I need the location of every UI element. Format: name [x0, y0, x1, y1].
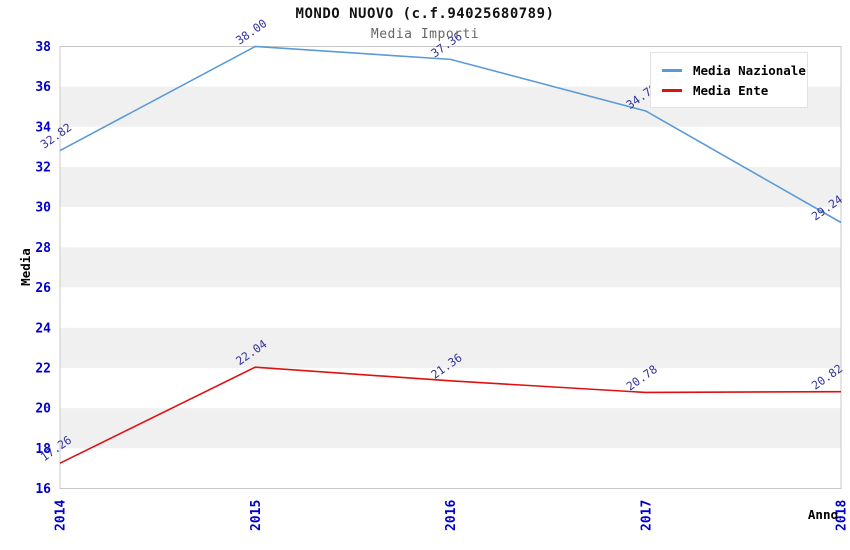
- legend-label-media-ente: Media Ente: [693, 82, 769, 98]
- plot-band: [60, 287, 841, 328]
- x-tick-label: 2015: [249, 500, 264, 531]
- media-nazionale-line-swatch: [662, 68, 682, 72]
- y-tick-label: 32: [35, 161, 51, 176]
- media-ente-line: [59, 366, 842, 464]
- plot-band: [60, 448, 841, 489]
- x-tick-label: 2017: [639, 500, 654, 531]
- x-tick-label: 2016: [444, 500, 459, 531]
- plot-band: [60, 327, 841, 368]
- y-tick-label: 20: [35, 402, 51, 417]
- media-ente-line-swatch: [662, 88, 682, 92]
- plot-band: [60, 367, 841, 409]
- legend-item-media-nazionale: Media Nazionale: [662, 60, 806, 80]
- y-axis-label: Media: [18, 248, 33, 286]
- x-tick-label: 2018: [835, 500, 850, 531]
- chart-subtitle: Media Importi: [370, 27, 480, 42]
- legend-label-media-nazionale: Media Nazionale: [693, 62, 806, 78]
- plot-band: [60, 207, 841, 248]
- y-tick-label: 30: [35, 201, 51, 216]
- y-tick-label: 18: [35, 442, 51, 457]
- plot-band: [60, 247, 841, 288]
- plot-band: [60, 167, 841, 208]
- legend: Media Nazionale Media Ente: [650, 52, 808, 108]
- plot-border: [59, 46, 842, 489]
- y-tick-label: 36: [35, 80, 51, 95]
- y-tick-label: 22: [35, 361, 51, 376]
- y-tick-label: 28: [35, 241, 51, 256]
- y-tick-label: 38: [35, 40, 51, 55]
- y-tick-label: 34: [35, 120, 51, 135]
- y-tick-label: 16: [35, 482, 51, 497]
- plot-band: [60, 126, 841, 168]
- legend-item-media-ente: Media Ente: [662, 80, 801, 100]
- y-tick-label: 26: [35, 281, 51, 296]
- chart-title: MONDO NUOVO (c.f.94025680789): [295, 6, 555, 22]
- x-tick-label: 2014: [54, 500, 69, 531]
- x-axis-label: Anno: [808, 507, 838, 522]
- y-tick-label: 24: [35, 321, 51, 336]
- media-nazionale-line: [59, 45, 842, 224]
- plot-band: [60, 408, 841, 449]
